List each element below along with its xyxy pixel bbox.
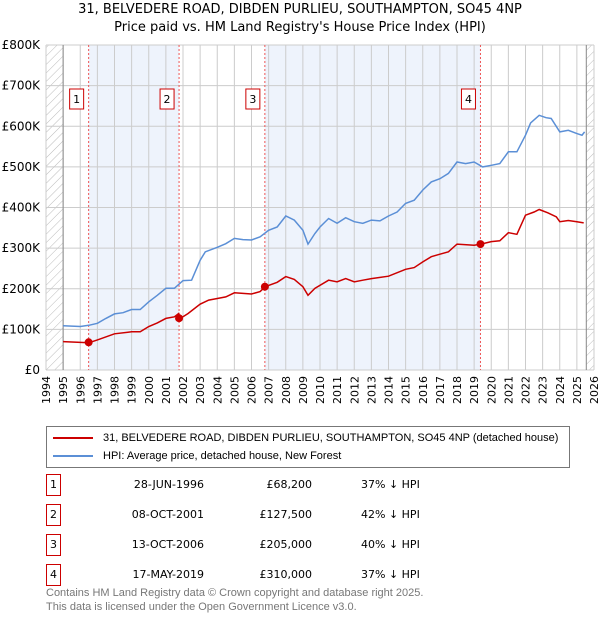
y-tick-label: £200K — [2, 282, 42, 296]
x-tick-label: 2010 — [314, 376, 327, 404]
sale-label-box — [159, 88, 175, 110]
sale-date: 28-JUN-1996 — [133, 478, 204, 491]
sale-date: 08-OCT-2001 — [131, 508, 204, 521]
sale-label: 3 — [249, 93, 256, 106]
y-tick-label: £600K — [2, 119, 42, 133]
x-tick-label: 2007 — [263, 376, 276, 404]
x-tick-label: 2004 — [211, 376, 224, 404]
x-tick-label: 2006 — [246, 376, 259, 404]
sale-number-badge: 4 — [46, 564, 61, 586]
chart-plot: 1994 1995 1996 1997 1998 1999 2000 2001 2002 2003… — [2, 38, 600, 404]
footer-licence: This data is licensed under the Open Gov… — [46, 601, 357, 613]
x-tick-label: 2017 — [434, 376, 447, 404]
hpi-line — [63, 114, 586, 328]
y-tick-label: £400K — [2, 201, 42, 215]
sale-label-box — [69, 88, 85, 110]
x-tick-label: 1995 — [57, 376, 70, 404]
legend-swatch-blue — [53, 455, 93, 457]
sale-label: 2 — [164, 93, 171, 106]
x-tick-label: 2018 — [451, 376, 464, 404]
legend-item-hpi: HPI: Average price, detached house, New … — [53, 449, 341, 463]
x-tick-label: 2024 — [554, 376, 567, 404]
x-tick-label: 2011 — [331, 376, 344, 404]
sale-date: 13-OCT-2006 — [131, 538, 204, 551]
y-tick-label: £700K — [2, 79, 42, 93]
sale-price: £127,500 — [259, 508, 313, 521]
footer: Contains HM Land Registry data © Crown c… — [46, 586, 423, 614]
sale-point — [260, 282, 269, 291]
x-tick-label: 2012 — [348, 376, 361, 404]
sale-price: £68,200 — [266, 478, 313, 491]
x-tick-label: 2016 — [417, 376, 430, 404]
y-tick-label: £800K — [2, 38, 42, 52]
sale-number-badge: 1 — [46, 474, 61, 496]
x-tick-label: 2025 — [571, 376, 584, 404]
sale-point — [175, 314, 184, 323]
sale-point — [84, 338, 93, 347]
x-tick-label: 2022 — [520, 376, 533, 404]
y-tick-label: £500K — [2, 160, 42, 174]
sale-number-badge: 2 — [46, 504, 61, 526]
x-tick-label: 2014 — [383, 376, 396, 404]
sale-label: 4 — [465, 93, 472, 106]
legend-swatch-red — [53, 437, 93, 439]
x-tick-label: 2013 — [365, 376, 378, 404]
x-tick-label: 2008 — [280, 376, 293, 404]
sale-price: £310,000 — [259, 568, 313, 581]
x-tick-label: 2021 — [502, 376, 515, 404]
legend-item-property: 31, BELVEDERE ROAD, DIBDEN PURLIEU, SOUT… — [53, 431, 558, 445]
x-tick-label: 2015 — [400, 376, 413, 404]
legend-label: HPI: Average price, detached house, New … — [103, 450, 342, 462]
y-tick-label: £0 — [25, 363, 40, 377]
x-tick-label: 2026 — [588, 376, 600, 404]
x-tick-label: 2019 — [468, 376, 481, 404]
x-tick-label: 2003 — [194, 376, 207, 404]
sale-hpi-diff: 37% ↓ HPI — [361, 568, 420, 581]
property-price-line — [63, 208, 584, 344]
x-tick-label: 1999 — [126, 376, 139, 404]
x-tick-label: 1998 — [109, 376, 122, 404]
sale-hpi-diff: 40% ↓ HPI — [361, 538, 420, 551]
sale-number-badge: 3 — [46, 534, 61, 556]
chart-subtitle: Price paid vs. HM Land Registry's House … — [114, 20, 486, 35]
x-tick-label: 2009 — [297, 376, 310, 404]
x-tick-label: 1994 — [40, 376, 53, 404]
x-tick-label: 1997 — [91, 376, 104, 404]
legend-label: 31, BELVEDERE ROAD, DIBDEN PURLIEU, SOUT… — [103, 432, 559, 444]
sale-hpi-diff: 37% ↓ HPI — [361, 478, 420, 491]
x-tick-label: 2023 — [537, 376, 550, 404]
sale-point — [476, 240, 485, 249]
sale-hpi-diff: 42% ↓ HPI — [361, 508, 420, 521]
sale-price: £205,000 — [259, 538, 313, 551]
sale-label: 1 — [73, 93, 80, 106]
x-tick-label: 2020 — [485, 376, 498, 404]
x-tick-label: 2005 — [228, 376, 241, 404]
footer-copyright: Contains HM Land Registry data © Crown c… — [46, 587, 424, 599]
x-tick-label: 2002 — [177, 376, 190, 404]
sale-label-box — [460, 88, 476, 110]
x-tick-label: 2001 — [160, 376, 173, 404]
y-tick-label: £300K — [2, 241, 42, 255]
x-tick-label: 1996 — [74, 376, 87, 404]
sale-label-box — [245, 88, 261, 110]
sale-date: 17-MAY-2019 — [132, 568, 204, 581]
legend: 31, BELVEDERE ROAD, DIBDEN PURLIEU, SOUT… — [46, 426, 570, 468]
chart-title: 31, BELVEDERE ROAD, DIBDEN PURLIEU, SOUT… — [78, 2, 522, 17]
x-tick-label: 2000 — [143, 376, 156, 404]
y-tick-label: £100K — [2, 322, 42, 336]
